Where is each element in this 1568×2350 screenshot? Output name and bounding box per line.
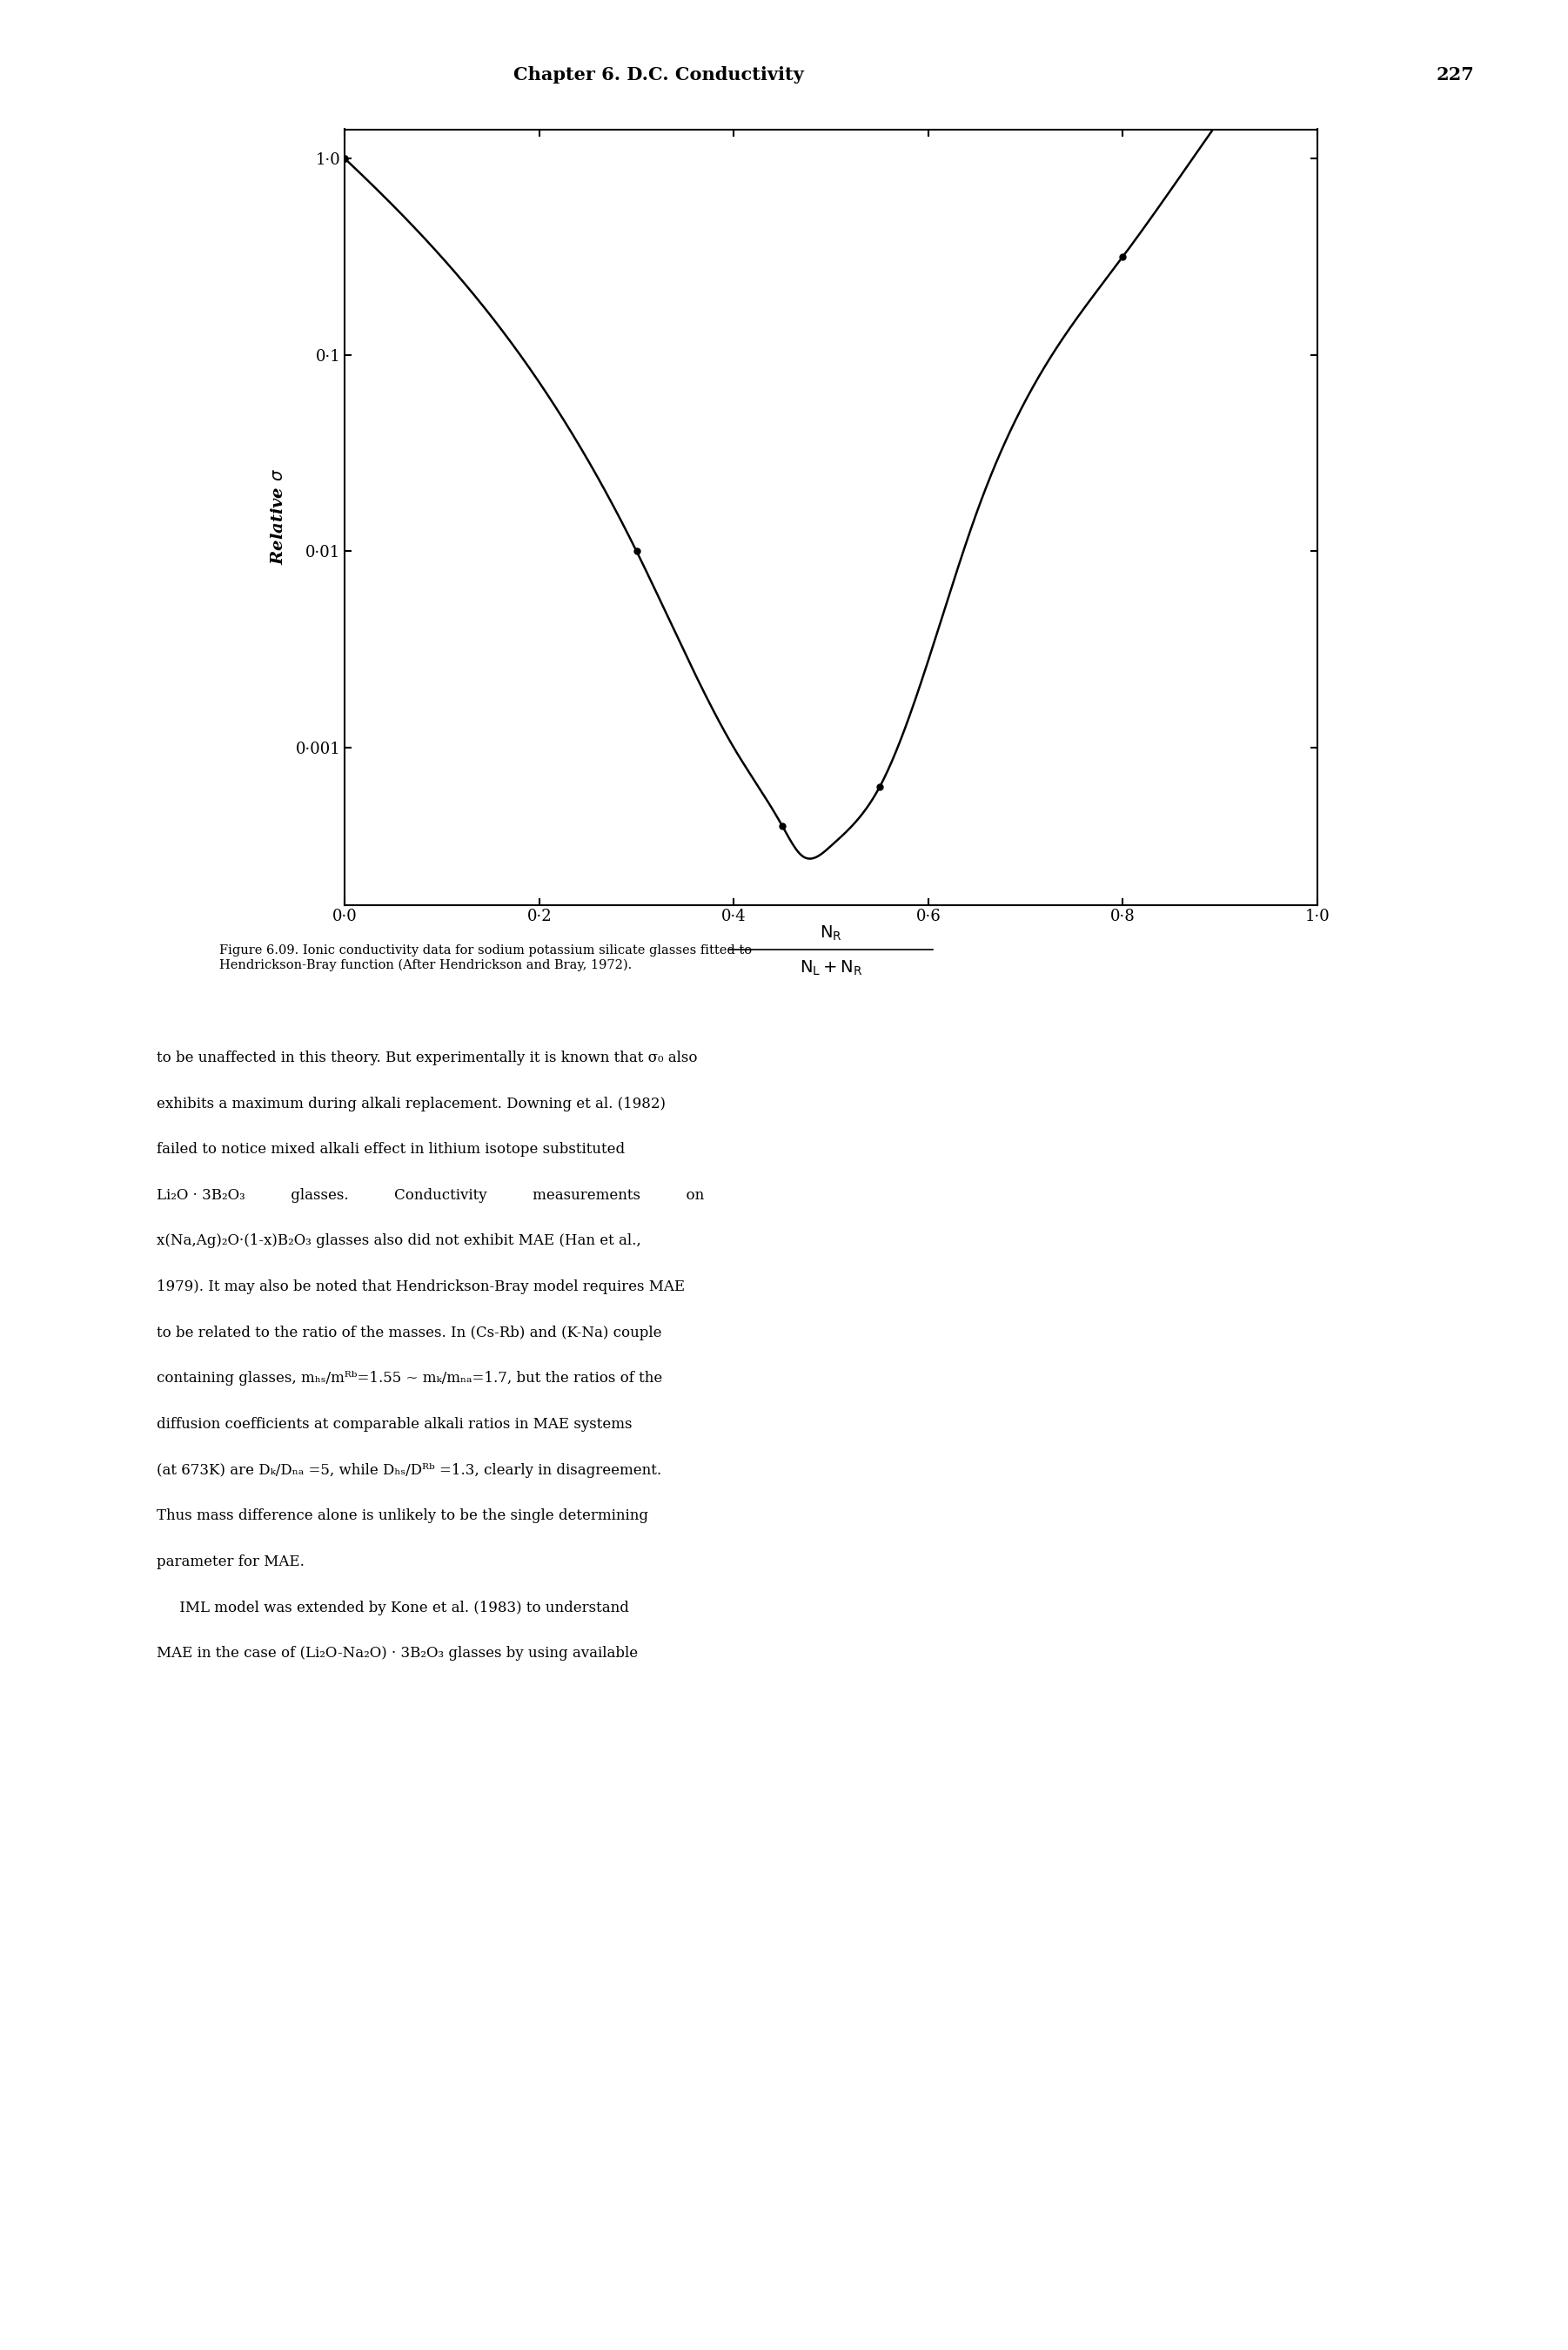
Text: containing glasses, mₕₛ/mᴿᵇ=1.55 ~ mₖ/mₙₐ=1.7, but the ratios of the: containing glasses, mₕₛ/mᴿᵇ=1.55 ~ mₖ/mₙ… xyxy=(157,1370,663,1386)
Text: diffusion coefficients at comparable alkali ratios in MAE systems: diffusion coefficients at comparable alk… xyxy=(157,1417,632,1431)
Text: $\mathrm{N_R}$: $\mathrm{N_R}$ xyxy=(820,924,842,942)
Text: failed to notice mixed alkali effect in lithium isotope substituted: failed to notice mixed alkali effect in … xyxy=(157,1142,626,1156)
Text: x(Na,Ag)₂O·(1-x)B₂O₃ glasses also did not exhibit MAE (Han et al.,: x(Na,Ag)₂O·(1-x)B₂O₃ glasses also did no… xyxy=(157,1234,641,1248)
Text: Figure 6.09. Ionic conductivity data for sodium potassium silicate glasses fitte: Figure 6.09. Ionic conductivity data for… xyxy=(220,945,753,971)
Text: exhibits a maximum during alkali replacement. Downing et al. (1982): exhibits a maximum during alkali replace… xyxy=(157,1095,666,1112)
Text: to be unaffected in this theory. But experimentally it is known that σ₀ also: to be unaffected in this theory. But exp… xyxy=(157,1050,698,1065)
Text: 227: 227 xyxy=(1436,66,1474,82)
Y-axis label: Relative $\sigma$: Relative $\sigma$ xyxy=(270,468,285,566)
Text: Chapter 6. D.C. Conductivity: Chapter 6. D.C. Conductivity xyxy=(513,66,804,82)
Text: parameter for MAE.: parameter for MAE. xyxy=(157,1556,304,1570)
Text: Thus mass difference alone is unlikely to be the single determining: Thus mass difference alone is unlikely t… xyxy=(157,1509,649,1523)
Text: IML model was extended by Kone et al. (1983) to understand: IML model was extended by Kone et al. (1… xyxy=(157,1600,629,1614)
Text: 1979). It may also be noted that Hendrickson-Bray model requires MAE: 1979). It may also be noted that Hendric… xyxy=(157,1278,685,1295)
Text: to be related to the ratio of the masses. In (Cs-Rb) and (K-Na) couple: to be related to the ratio of the masses… xyxy=(157,1325,662,1340)
Text: (at 673K) are Dₖ/Dₙₐ =5, while Dₕₛ/Dᴿᵇ =1.3, clearly in disagreement.: (at 673K) are Dₖ/Dₙₐ =5, while Dₕₛ/Dᴿᵇ =… xyxy=(157,1462,662,1478)
Text: Li₂O · 3B₂O₃          glasses.          Conductivity          measurements      : Li₂O · 3B₂O₃ glasses. Conductivity measu… xyxy=(157,1189,704,1203)
Text: $\mathrm{N_L+N_R}$: $\mathrm{N_L+N_R}$ xyxy=(800,959,862,978)
Text: MAE in the case of (Li₂O-Na₂O) · 3B₂O₃ glasses by using available: MAE in the case of (Li₂O-Na₂O) · 3B₂O₃ g… xyxy=(157,1645,638,1661)
